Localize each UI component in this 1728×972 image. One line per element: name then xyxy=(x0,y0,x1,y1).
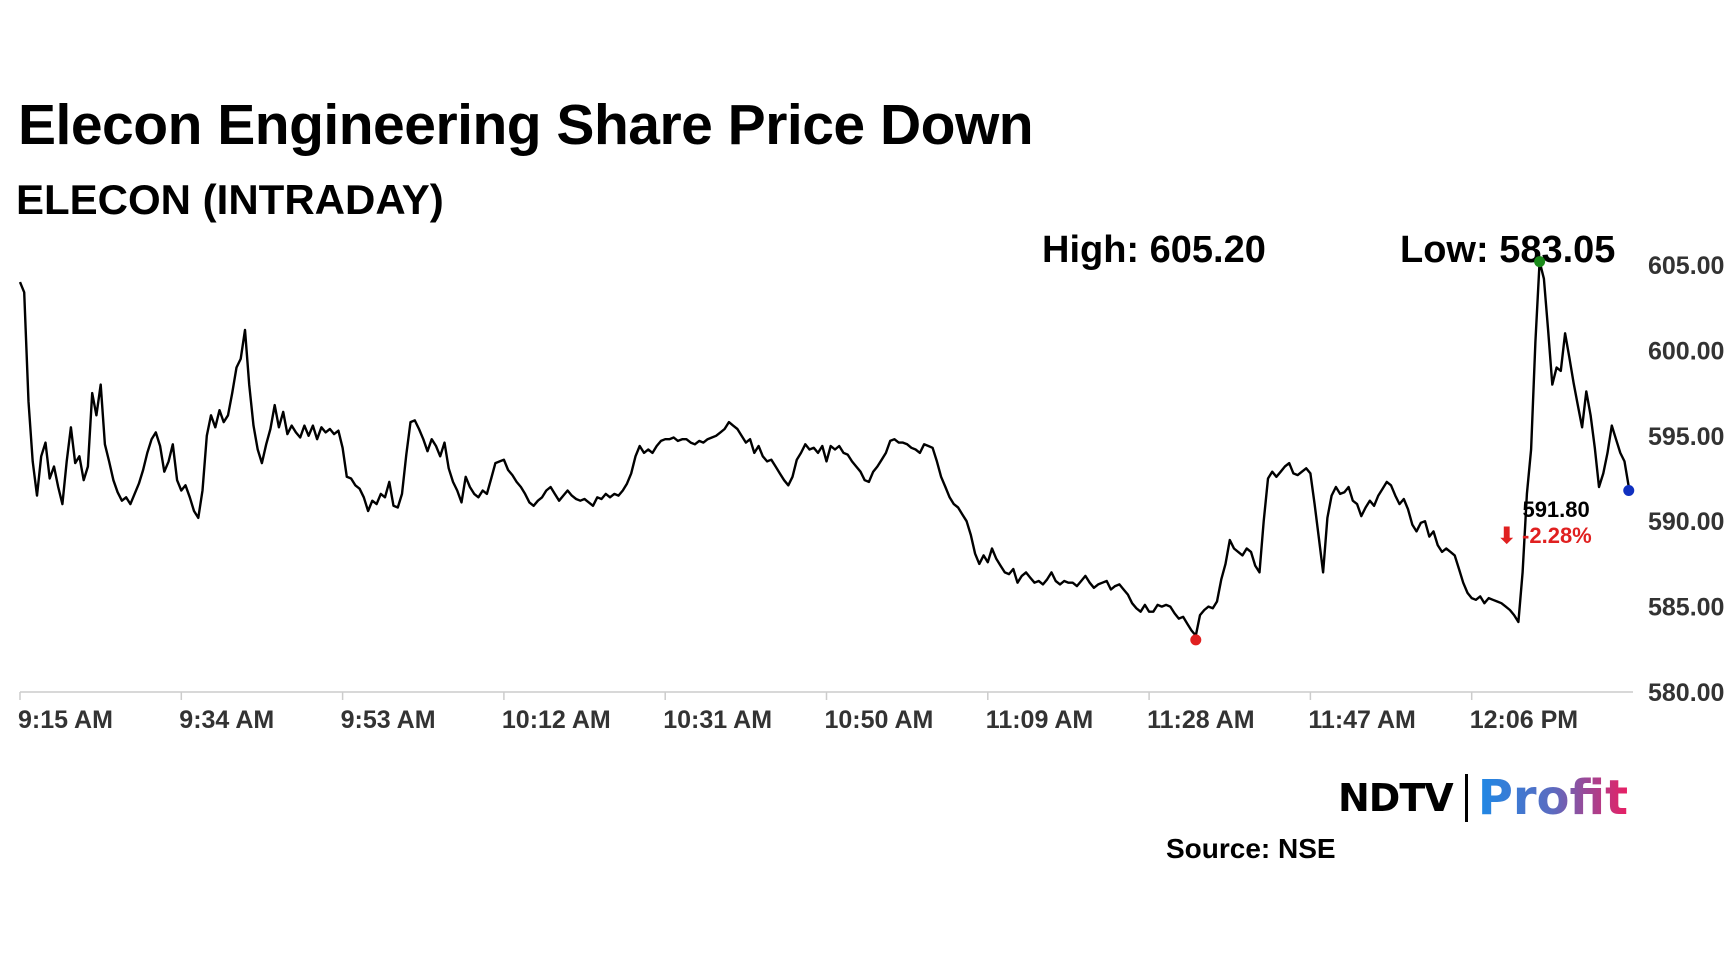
logo-profit-text: Profit xyxy=(1477,770,1629,826)
y-tick-label: 605.00 xyxy=(1648,252,1724,280)
chart-title: Elecon Engineering Share Price Down xyxy=(18,93,1034,157)
x-tick-label: 10:12 AM xyxy=(502,706,611,734)
x-tick-label: 10:50 AM xyxy=(825,706,934,734)
x-tick-label: 11:47 AM xyxy=(1308,706,1415,734)
high-label: High: 605.20 xyxy=(1042,229,1266,271)
chart-subtitle: ELECON (INTRADAY) xyxy=(16,176,444,223)
last-point-marker xyxy=(1623,484,1635,496)
logo-divider xyxy=(1464,774,1468,822)
x-tick-label: 9:15 AM xyxy=(18,706,113,734)
last-change-label: ⬇ -2.28% xyxy=(1497,523,1591,548)
x-tick-label: 12:06 PM xyxy=(1470,706,1578,734)
y-tick-label: 595.00 xyxy=(1648,423,1724,451)
x-tick-label: 11:28 AM xyxy=(1147,706,1254,734)
x-tick-label: 11:09 AM xyxy=(986,706,1093,734)
y-tick-label: 600.00 xyxy=(1648,337,1724,365)
x-tick-label: 9:34 AM xyxy=(179,706,274,734)
ndtv-profit-logo: NDTV Profit xyxy=(1338,770,1628,826)
y-tick-label: 585.00 xyxy=(1648,594,1724,622)
low-point-marker xyxy=(1190,634,1202,646)
price-line xyxy=(18,260,1630,637)
high-point-marker xyxy=(1534,256,1546,268)
x-tick-label: 10:31 AM xyxy=(663,706,772,734)
last-price-label: 591.80 xyxy=(1522,497,1589,522)
y-tick-label: 590.00 xyxy=(1648,508,1724,536)
source-label: Source: NSE xyxy=(1166,833,1336,864)
y-tick-label: 580.00 xyxy=(1648,679,1724,707)
x-tick-label: 9:53 AM xyxy=(341,706,436,734)
low-label: Low: 583.05 xyxy=(1400,229,1616,271)
logo-ndtv-text: NDTV xyxy=(1338,776,1454,820)
